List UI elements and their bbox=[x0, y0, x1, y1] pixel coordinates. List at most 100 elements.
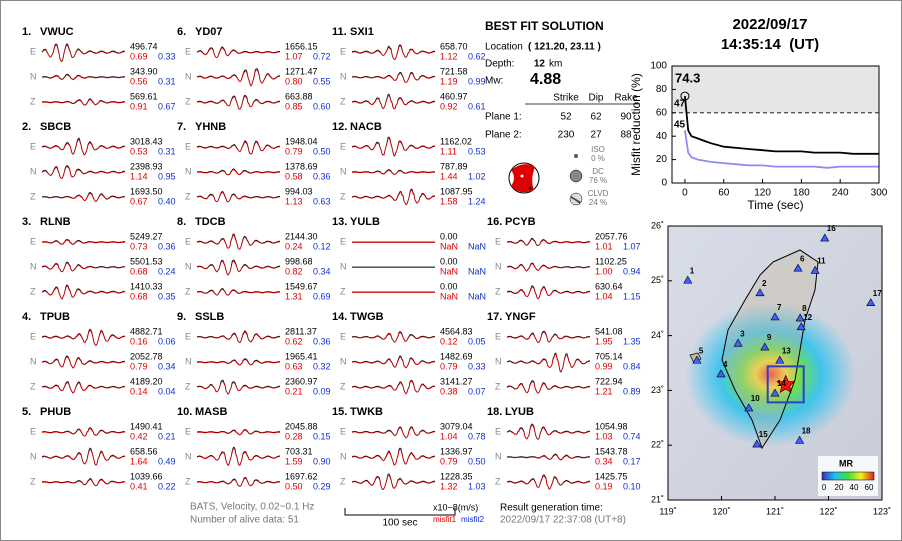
station-name: TDCB bbox=[195, 216, 226, 228]
synthetic-wave bbox=[196, 289, 280, 296]
component: N bbox=[340, 451, 347, 461]
plane-label: Plane 1: bbox=[485, 112, 522, 123]
misfit1: 1.04 bbox=[440, 431, 458, 441]
plane-label: Plane 2: bbox=[485, 130, 522, 141]
component: Z bbox=[495, 381, 501, 391]
station-name: NACB bbox=[350, 121, 382, 133]
station-label: 17 bbox=[873, 289, 882, 298]
synthetic-wave bbox=[506, 238, 590, 246]
station-name: TWKB bbox=[350, 406, 383, 418]
misfit1: 0.67 bbox=[130, 196, 148, 206]
amplitude: 1039.66 bbox=[130, 471, 163, 481]
amplitude: 2045.88 bbox=[285, 421, 318, 431]
amplitude: 1271.47 bbox=[285, 66, 318, 76]
waveforms bbox=[41, 42, 591, 491]
y-tick-label: 40 bbox=[656, 131, 668, 142]
station-marker bbox=[775, 355, 785, 364]
mw: 4.88 bbox=[530, 71, 561, 88]
misfit2: 0.49 bbox=[158, 456, 176, 466]
component: N bbox=[30, 356, 37, 366]
amplitude: 1482.69 bbox=[440, 351, 473, 361]
plane-value: 27 bbox=[590, 130, 602, 141]
station-number: 1. bbox=[22, 26, 31, 38]
amplitude: 1656.15 bbox=[285, 41, 318, 51]
x-tick-label: 0 bbox=[682, 188, 688, 199]
misfit2: 0.05 bbox=[468, 336, 486, 346]
station-name: PHUB bbox=[40, 406, 71, 418]
synthetic-wave bbox=[41, 138, 126, 156]
misfit2: 0.17 bbox=[623, 456, 641, 466]
station-marker bbox=[716, 369, 726, 378]
misfit2: 0.50 bbox=[313, 146, 331, 156]
amplitude: 998.68 bbox=[285, 256, 313, 266]
misfit2: NaN bbox=[468, 291, 486, 301]
synthetic-wave bbox=[196, 169, 280, 176]
amplitude: 3141.27 bbox=[440, 376, 473, 386]
misfit2: 0.53 bbox=[468, 146, 486, 156]
y-tick-label: 60 bbox=[656, 107, 668, 118]
station-number: 15. bbox=[332, 406, 347, 418]
station-number: 7. bbox=[177, 121, 186, 133]
misfit2: 1.24 bbox=[468, 196, 486, 206]
location: ( 121.20, 23.11 ) bbox=[528, 42, 601, 53]
station-marker bbox=[810, 265, 820, 274]
amplitude: 3018.43 bbox=[130, 136, 163, 146]
synthetic-wave bbox=[41, 478, 125, 487]
station-number: 12. bbox=[332, 121, 347, 133]
misfit1: 1.14 bbox=[130, 171, 148, 181]
misfit2: 0.31 bbox=[158, 146, 176, 156]
synthetic-wave bbox=[351, 45, 435, 60]
station-name: SSLB bbox=[195, 311, 224, 323]
station-label: 2 bbox=[762, 279, 767, 288]
misfit1: 0.68 bbox=[130, 266, 148, 276]
misfit2: 0.10 bbox=[623, 481, 641, 491]
amplitude: 630.64 bbox=[595, 281, 623, 291]
synthetic-wave bbox=[41, 74, 125, 81]
location-label: Location bbox=[485, 42, 523, 53]
misfit2: 0.33 bbox=[158, 51, 176, 61]
misfit1: 1.11 bbox=[440, 146, 457, 156]
component: Z bbox=[30, 96, 36, 106]
component: N bbox=[185, 261, 192, 271]
misfit1: 0.16 bbox=[130, 336, 148, 346]
station-name: SBCB bbox=[40, 121, 71, 133]
synthetic-wave bbox=[41, 166, 125, 179]
synthetic-wave bbox=[41, 262, 125, 273]
component: N bbox=[495, 261, 502, 271]
plane-value: 52 bbox=[560, 112, 572, 123]
misfit2: 1.15 bbox=[623, 291, 641, 301]
misfit2: 0.90 bbox=[313, 456, 331, 466]
plot-upper bbox=[672, 66, 879, 113]
component: Z bbox=[340, 96, 346, 106]
synthetic-wave bbox=[351, 381, 436, 395]
station-name: TPUB bbox=[40, 311, 70, 323]
component: Z bbox=[185, 476, 191, 486]
component: N bbox=[340, 356, 347, 366]
misfit1: 0.19 bbox=[595, 481, 613, 491]
component: Z bbox=[30, 191, 36, 201]
station-name: TWGB bbox=[350, 311, 384, 323]
amplitude: 0.00 bbox=[440, 256, 458, 266]
misfit2: 0.40 bbox=[158, 196, 176, 206]
station-marker bbox=[795, 313, 805, 322]
column-header: Dip bbox=[588, 93, 603, 104]
synthetic-wave bbox=[351, 190, 435, 205]
misfit2: 1.02 bbox=[468, 171, 486, 181]
generation-time: 2022/09/17 22:37:08 (UT+8) bbox=[500, 515, 626, 526]
station-number: 16. bbox=[487, 216, 502, 228]
amplitude: 1378.69 bbox=[285, 161, 318, 171]
component: N bbox=[30, 71, 37, 81]
amplitude: 4564.83 bbox=[440, 326, 473, 336]
station-number: 9. bbox=[177, 311, 186, 323]
taiwan-outline bbox=[721, 249, 819, 450]
misfit1: 1.07 bbox=[285, 51, 303, 61]
epicenter bbox=[776, 374, 795, 394]
component: N bbox=[340, 71, 347, 81]
station-label: 1 bbox=[690, 266, 695, 275]
station-marker bbox=[866, 298, 876, 307]
misfit1: 1.95 bbox=[595, 336, 613, 346]
misfit1: 0.24 bbox=[285, 241, 303, 251]
event-time: 14:35:14 (UT) bbox=[721, 36, 819, 53]
y-tick-label: 80 bbox=[656, 84, 668, 95]
component: Z bbox=[185, 191, 191, 201]
